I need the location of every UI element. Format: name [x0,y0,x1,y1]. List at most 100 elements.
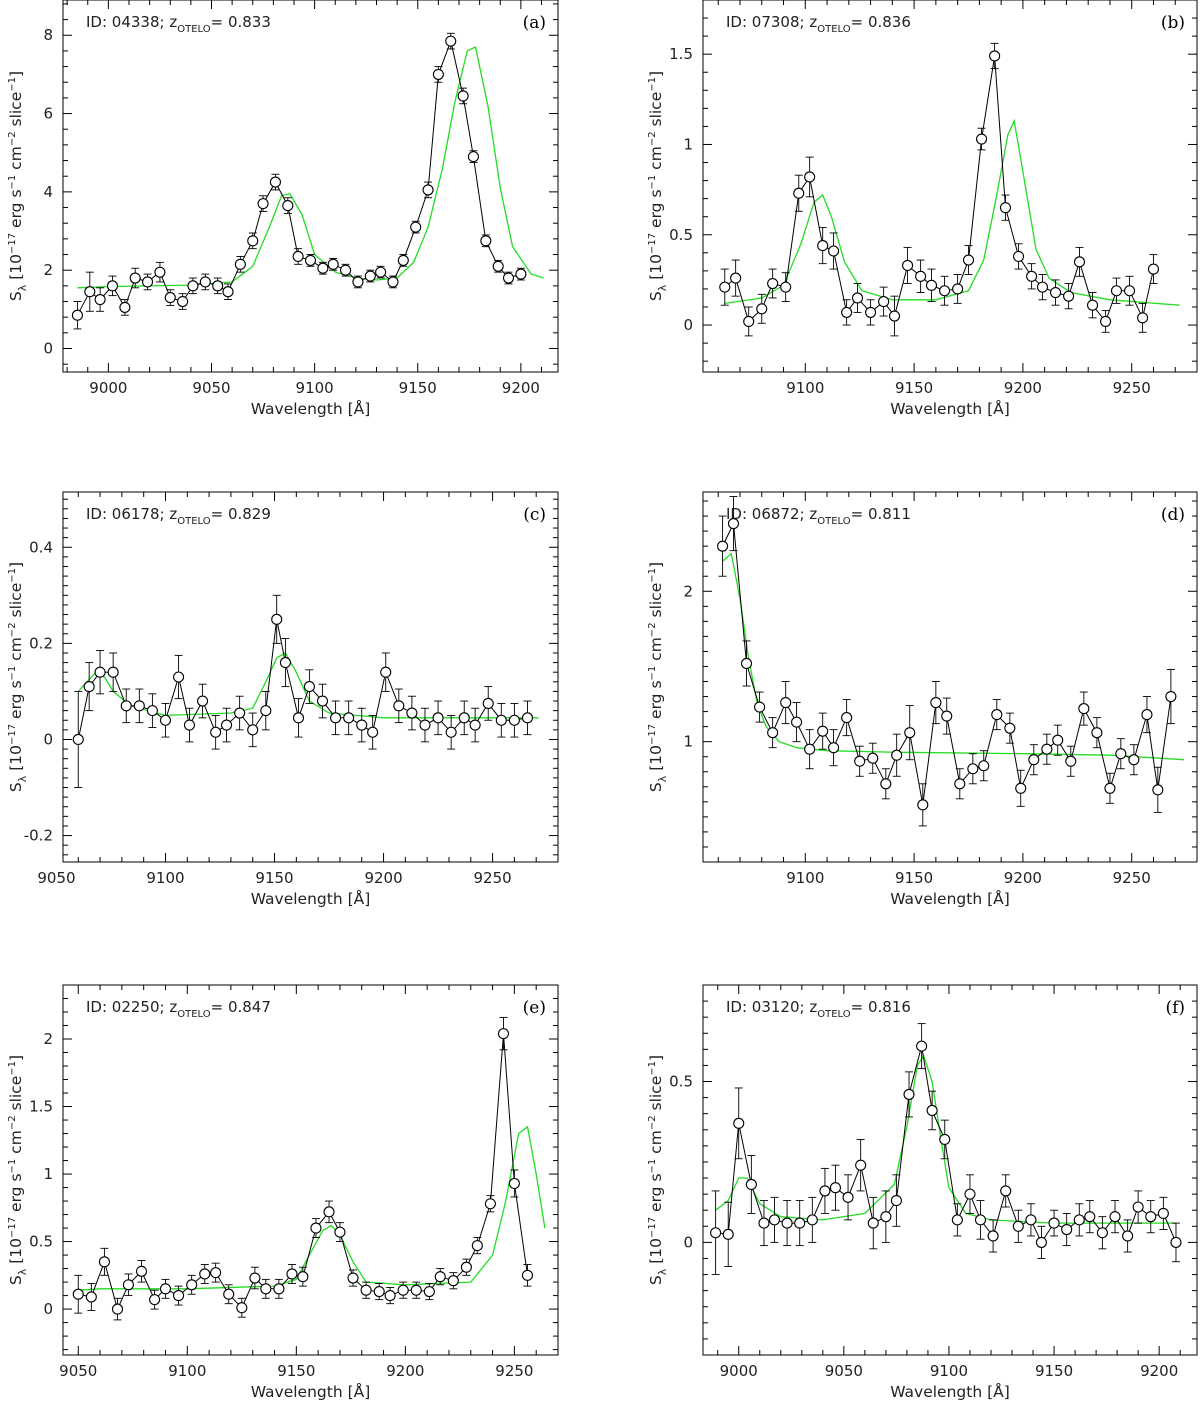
redshift-value: = 0.836 [851,13,911,31]
y-label-part: erg s [647,1173,665,1216]
data-point [939,285,951,297]
data-point [310,1222,322,1234]
y-tick-label: 1 [43,1165,53,1183]
data-point [94,294,106,306]
observed-flux-line [722,521,1172,805]
data-point [199,276,211,288]
y-label-part: −1 [7,1159,18,1174]
data-point [364,270,376,282]
x-tick-label: 9250 [1113,379,1151,397]
data-point [1096,1227,1108,1239]
y-tick-label: 1.5 [669,45,693,63]
redshift-value: = 0.833 [211,13,271,31]
data-point [107,666,119,678]
data-point [72,733,84,746]
data-point [1122,1230,1134,1242]
data-point [1048,1217,1060,1229]
y-axis-label: Sλ [10−17 erg s−1 cm−2 slice−1] [647,562,669,792]
data-point [1157,1207,1169,1219]
fit-model-line [722,552,1184,761]
y-label-part: slice [7,583,25,623]
data-point [781,1217,793,1229]
data-point [722,1228,734,1240]
x-axis-label: Wavelength [Å] [890,889,1010,908]
data-point [978,760,990,772]
data-point [135,1265,148,1277]
data-point [375,266,387,278]
data-point [1128,754,1140,766]
data-point [317,262,329,274]
panel-a: 9000 9050 9100 9150 9200 0 2 4 6 8 Wavelength [Å] S… [7,0,559,418]
data-point [343,712,355,724]
data-point [730,272,742,284]
data-point [410,221,422,233]
data-point [330,712,342,724]
data-point [1041,743,1053,755]
data-point [286,1268,298,1280]
redshift-subscript: OTELO [817,516,851,527]
data-point [1115,748,1127,760]
x-tick-label: 9100 [146,869,184,887]
data-point [1036,281,1049,293]
data-point [460,1261,472,1273]
data-point [271,613,283,625]
y-axis-label: Sλ [10−17 erg s−1 cm−2 slice−1] [647,1055,669,1285]
data-point [282,200,294,212]
data-point [380,666,392,678]
data-point [159,714,172,726]
data-point [199,1268,211,1280]
y-label-part: λ [656,284,669,291]
data-point [804,171,816,183]
data-point [1026,270,1038,282]
data-point [904,727,916,739]
data-point [1035,1236,1047,1248]
x-tick-label: 9100 [930,1362,968,1380]
data-point [967,763,979,775]
y-label-part: cm [7,637,25,666]
y-label-part: λ [656,1268,669,1275]
data-point [880,778,892,790]
data-point [471,1240,483,1252]
data-point [710,1227,722,1239]
data-point [974,1214,987,1226]
data-point [83,681,95,693]
data-point [367,726,379,738]
y-tick-label: 0 [43,1300,53,1318]
data-point [1012,1220,1024,1232]
y-label-part: −1 [647,568,658,583]
data-point [727,518,740,530]
data-point [926,1104,938,1117]
data-point [502,272,515,284]
data-point [72,1288,84,1300]
data-point [964,1188,976,1200]
data-point [222,286,234,298]
data-point [508,1177,520,1190]
data-point [780,697,792,709]
y-label-part: λ [16,284,29,291]
x-tick-label: 9200 [502,379,540,397]
x-tick-label: 9200 [364,869,402,887]
x-tick-label: 9200 [1140,1362,1178,1380]
data-point [303,681,315,693]
object-id-text: ID: 06178; z [86,505,177,523]
object-id-text: ID: 02250; z [86,998,177,1016]
data-point [1084,1211,1096,1223]
plot-frame [702,491,1198,863]
data-point [865,306,877,318]
data-point [867,1217,879,1229]
object-id-label: ID: 07308; zOTELO= 0.836 [726,13,911,35]
data-point [855,1159,867,1171]
data-point [234,707,246,719]
y-tick-label: 2 [43,261,53,279]
data-point [273,1283,285,1295]
panel-letter: (c) [523,505,546,525]
data-point [890,1195,902,1207]
data-point [347,1272,359,1284]
x-tick-label: 9100 [786,869,824,887]
data-point [819,1185,831,1197]
y-label-part: −1 [647,666,658,681]
data-point [397,1284,409,1296]
data-point [129,272,141,284]
data-point [793,187,805,199]
data-point [484,1198,496,1210]
